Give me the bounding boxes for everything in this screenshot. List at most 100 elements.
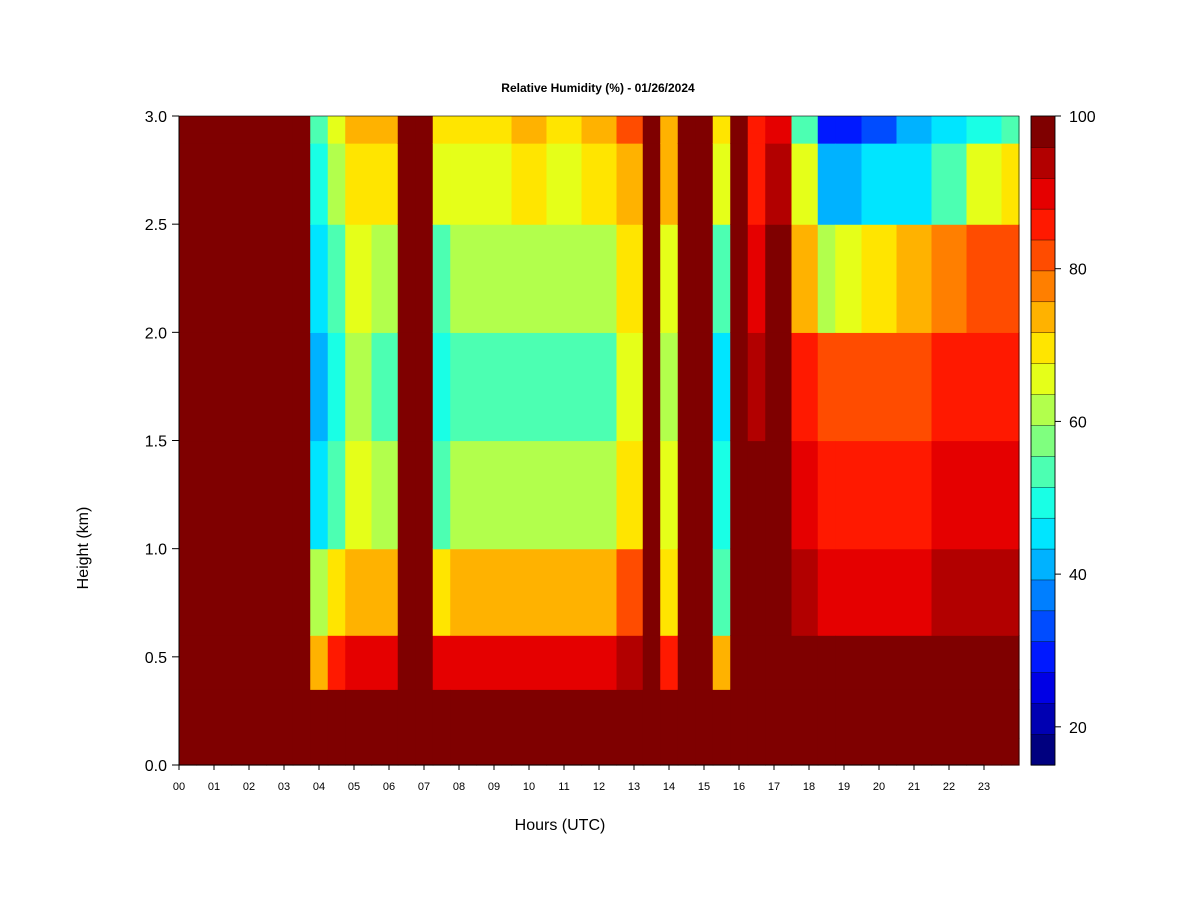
heat-cell (931, 224, 968, 333)
heat-cell (310, 224, 329, 333)
heat-cell (642, 143, 661, 225)
heat-cell (266, 143, 294, 225)
heat-cell (476, 548, 513, 636)
colorbar-swatch (1030, 115, 1056, 148)
heat-cell (861, 224, 898, 333)
heat-cell (835, 635, 863, 690)
heat-cell (677, 116, 696, 144)
heat-cell (511, 440, 548, 550)
heat-cell (581, 116, 618, 144)
colorbar-swatch (1030, 393, 1056, 426)
heat-cell (196, 548, 233, 636)
heat-cell (231, 440, 268, 550)
colorbar-swatch (1030, 517, 1056, 550)
colorbar-ticks: 20 40 60 80 100 (1055, 109, 1096, 737)
heat-cell (476, 689, 513, 739)
heat-cell (730, 689, 749, 739)
x-tick-label: 16 (733, 781, 745, 793)
heat-cell (861, 143, 898, 225)
heat-cell (861, 737, 898, 766)
heat-cell (327, 548, 346, 636)
heat-cell (835, 689, 863, 739)
heat-cell (660, 635, 679, 690)
heat-cell (765, 689, 793, 739)
heat-cell (695, 737, 714, 766)
heat-cell (511, 548, 548, 636)
heat-cell (581, 332, 618, 442)
heat-cell (791, 548, 819, 636)
heat-cell (179, 440, 198, 550)
x-tick-label: 19 (838, 781, 850, 793)
heat-cell (712, 143, 731, 225)
heat-cell (450, 116, 478, 144)
heat-cell (450, 440, 478, 550)
heat-cell (581, 143, 618, 225)
x-axis-label: Hours (UTC) (515, 817, 606, 834)
heat-cell (231, 635, 268, 690)
colorbar-swatch (1030, 672, 1056, 704)
heat-cell (817, 635, 836, 690)
x-tick-label: 11 (558, 781, 569, 793)
heat-cell (660, 224, 679, 333)
heat-cell (415, 737, 434, 766)
heat-cell (450, 737, 478, 766)
heat-cell (450, 689, 478, 739)
heat-cell (476, 332, 513, 442)
heat-cell (511, 116, 548, 144)
heat-cell (765, 224, 793, 333)
colorbar-tick-label: 80 (1069, 262, 1087, 279)
heat-cell (266, 224, 294, 333)
colorbar-swatch (1030, 702, 1056, 735)
heat-cell (677, 440, 696, 550)
x-tick-label: 06 (383, 781, 395, 793)
heat-cell (765, 116, 793, 144)
heat-cell (345, 116, 373, 144)
heat-cell (931, 440, 968, 550)
heat-cell (896, 143, 933, 225)
x-tick-label: 18 (803, 781, 815, 793)
heat-cell (730, 116, 749, 144)
heat-cell (196, 689, 233, 739)
heat-cell (450, 548, 478, 636)
heat-cell (397, 440, 416, 550)
heat-cell (896, 689, 933, 739)
heat-cell (546, 689, 583, 739)
heat-cell (310, 116, 329, 144)
heat-cell (327, 737, 346, 766)
heat-cell (371, 224, 399, 333)
heat-cell (931, 635, 968, 690)
heat-cell (415, 332, 434, 442)
heat-cell (642, 116, 661, 144)
heat-cell (835, 440, 863, 550)
colorbar-swatch (1030, 733, 1056, 766)
heat-cell (616, 116, 644, 144)
heat-cell (450, 143, 478, 225)
heat-cell (835, 737, 863, 766)
heat-cell (861, 116, 898, 144)
x-tick-label: 15 (698, 781, 710, 793)
heat-cell (931, 737, 968, 766)
x-tick-label: 00 (173, 781, 185, 793)
heat-cell (966, 332, 1003, 442)
y-tick-label: 1.5 (145, 434, 167, 451)
x-tick-label: 08 (453, 781, 465, 793)
heat-cell (511, 689, 548, 739)
colorbar-swatch (1030, 424, 1056, 457)
heat-cell (231, 737, 268, 766)
heat-cell (747, 224, 766, 333)
x-tick-label: 09 (488, 781, 500, 793)
heat-cell (397, 635, 416, 690)
heat-cell (642, 737, 661, 766)
heat-cell (476, 116, 513, 144)
heat-cell (765, 548, 793, 636)
heat-cell (476, 635, 513, 690)
colorbar-swatch (1030, 301, 1056, 333)
heat-cell (310, 737, 329, 766)
y-tick-label: 0.5 (145, 650, 167, 667)
heat-cell (712, 116, 731, 144)
colorbar-tick-label: 40 (1069, 567, 1087, 584)
colorbar-swatch (1030, 208, 1056, 241)
y-tick-label: 3.0 (145, 109, 167, 126)
heat-cell (765, 440, 793, 550)
heat-cell (371, 143, 399, 225)
